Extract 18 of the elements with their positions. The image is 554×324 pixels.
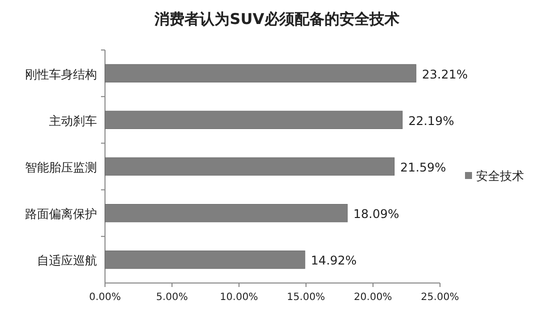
x-tick-label: 25.00% (420, 292, 460, 303)
y-tick-label: 刚性车身结构 (25, 67, 97, 82)
y-tick-label: 路面偏离保护 (25, 207, 97, 222)
x-tick-label: 15.00% (286, 292, 326, 303)
data-label: 23.21% (422, 67, 468, 82)
y-tick-label: 智能胎压监测 (25, 160, 97, 174)
data-label: 18.09% (353, 207, 400, 222)
y-tick-label: 自适应巡航 (37, 254, 97, 268)
chart-title: 消费者认为SUV必须配备的安全技术 (154, 10, 400, 28)
y-tick-label: 主动刹车 (49, 114, 97, 128)
x-tick-label: 0.00% (89, 292, 121, 303)
legend-label: 安全技术 (476, 169, 524, 183)
data-label: 21.59% (400, 160, 446, 174)
x-tick-label: 5.00% (156, 292, 188, 303)
data-label: 14.92% (310, 254, 357, 268)
x-tick-label: 10.00% (220, 292, 258, 303)
x-tick-label: 20.00% (354, 292, 392, 303)
data-label: 22.19% (408, 114, 454, 128)
